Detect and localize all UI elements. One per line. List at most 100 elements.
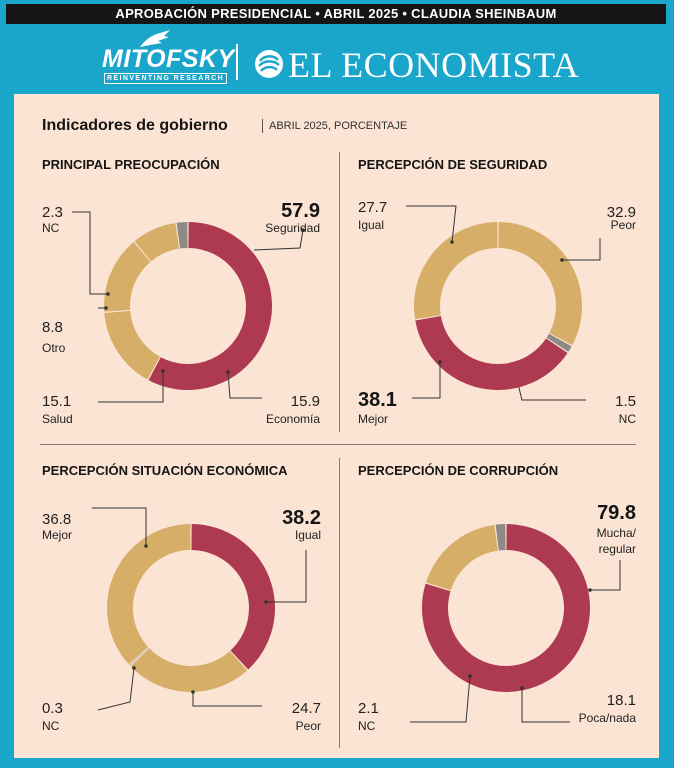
- donut-chart-percepcion-de-corrupcion: 79.8 Mucha/regular 18.1 Poca/nada 2.1 NC: [358, 502, 637, 733]
- page-subtitle: ABRIL 2025, PORCENTAJE: [269, 120, 408, 132]
- el-economista-mark-icon: [255, 50, 283, 78]
- callout-dot-nc: [468, 674, 472, 678]
- slice-peor: [130, 648, 248, 692]
- category-label-mejor: Mejor: [358, 412, 388, 426]
- chart-title-percepcion-seguridad: PERCEPCIÓN DE SEGURIDAD: [358, 157, 548, 172]
- callout-dot-igual: [264, 600, 268, 604]
- title-separator: [262, 119, 263, 133]
- callout-line-peor: [192, 692, 262, 707]
- callout-line-seguridad: [253, 229, 304, 251]
- callout-line-peor: [562, 238, 601, 261]
- value-label-nc: 1.5: [615, 393, 636, 410]
- chart-title-situacion-economica: PERCEPCIÓN SITUACIÓN ECONÓMICA: [42, 463, 288, 478]
- category-label-mucha-regular-line2: regular: [599, 542, 636, 556]
- page-title: Indicadores de gobierno: [42, 117, 228, 134]
- category-label-mucha-regular: Mucha/: [597, 526, 637, 540]
- slice-seguridad: [148, 222, 273, 391]
- category-label-nc: NC: [358, 719, 376, 733]
- slice-igual: [191, 524, 276, 670]
- callout-dot-salud: [161, 369, 165, 373]
- callout-dot-otro: [104, 306, 108, 310]
- value-label-poca-nada: 18.1: [607, 692, 636, 709]
- value-label-nc: 0.3: [42, 700, 63, 717]
- slice-peor: [498, 222, 582, 346]
- callout-dot-mucha-regular: [588, 588, 592, 592]
- value-label-mucha-regular: 79.8: [597, 502, 636, 524]
- callout-line-mucha-regular: [590, 560, 621, 591]
- slice-mucha-regular: [422, 524, 590, 692]
- callout-line-mejor: [92, 507, 147, 546]
- callout-line-nc: [72, 211, 108, 295]
- callout-line-igual: [406, 205, 457, 243]
- value-label-peor: 24.7: [292, 700, 321, 717]
- slice-mejor: [106, 524, 191, 665]
- category-label-salud: Salud: [42, 412, 73, 426]
- value-label-economia: 15.9: [291, 393, 320, 410]
- callout-dot-peor: [560, 258, 564, 262]
- slice-nc: [129, 647, 149, 666]
- category-label-peor: Peor: [611, 218, 636, 232]
- value-label-nc: 2.3: [42, 204, 63, 221]
- callout-dot-peor: [191, 690, 195, 694]
- category-label-economia: Economía: [266, 412, 320, 426]
- logo-divider: [236, 44, 238, 80]
- category-label-nc: NC: [42, 221, 60, 235]
- category-label-nc: NC: [619, 412, 637, 426]
- vertical-divider-bottom: [339, 458, 340, 748]
- value-label-igual: 27.7: [358, 199, 387, 216]
- slice-salud: [104, 242, 151, 312]
- callout-dot-poca-nada: [520, 686, 524, 690]
- callout-line-nc: [410, 675, 471, 723]
- slice-igual: [414, 222, 498, 320]
- value-label-igual: 38.2: [282, 507, 321, 529]
- callout-dot-economia: [226, 370, 230, 374]
- callout-line-igual: [266, 550, 307, 603]
- slice-nc: [176, 222, 188, 249]
- callout-line-poca-nada: [521, 688, 570, 723]
- mitofsky-bird-icon: [140, 30, 170, 47]
- slice-economia: [104, 310, 160, 380]
- chart-title-principal-preocupacion: PRINCIPAL PREOCUPACIÓN: [42, 157, 220, 172]
- callout-dot-nc: [106, 292, 110, 296]
- category-label-peor: Peor: [296, 719, 321, 733]
- slice-otro: [134, 222, 180, 262]
- slice-nc: [546, 333, 572, 352]
- value-label-mejor: 36.8: [42, 511, 71, 528]
- logo-strip: MITOFSKY REINVENTING RESEARCH EL ECONOMI…: [0, 28, 674, 90]
- callout-dot-nc: [132, 666, 136, 670]
- value-label-otro: 8.8: [42, 319, 63, 336]
- callout-dot-igual: [450, 240, 454, 244]
- callout-dot-mejor: [438, 360, 442, 364]
- value-label-salud: 15.1: [42, 393, 71, 410]
- category-label-mejor: Mejor: [42, 528, 72, 542]
- category-label-poca-nada: Poca/nada: [579, 711, 637, 725]
- category-label-otro: Otro: [42, 341, 66, 355]
- value-label-nc: 2.1: [358, 700, 379, 717]
- callout-line-economia: [227, 371, 262, 399]
- horizontal-divider: [40, 444, 636, 445]
- value-label-seguridad: 57.9: [281, 200, 320, 222]
- callout-line-salud: [98, 371, 164, 403]
- category-label-seguridad: Seguridad: [265, 221, 320, 235]
- vertical-divider-top: [339, 152, 340, 432]
- value-label-peor: 32.9: [607, 204, 636, 221]
- mitofsky-logo: MITOFSKY: [102, 45, 235, 73]
- slice-mejor: [415, 316, 568, 390]
- callout-line-mejor: [412, 362, 441, 399]
- callout-dot-seguridad: [301, 228, 305, 232]
- header-banner: APROBACIÓN PRESIDENCIAL • ABRIL 2025 • C…: [6, 4, 666, 24]
- category-label-igual: Igual: [295, 528, 321, 542]
- mitofsky-tagline: REINVENTING RESEARCH: [104, 73, 228, 84]
- chart-title-corrupcion: PERCEPCIÓN DE CORRUPCIÓN: [358, 463, 559, 478]
- el-economista-logo: EL ECONOMISTA: [288, 45, 580, 85]
- callout-line-nc: [97, 667, 135, 711]
- callout-dot-mejor: [144, 544, 148, 548]
- slice-nc: [495, 524, 506, 551]
- category-label-nc: NC: [42, 719, 60, 733]
- category-label-igual: Igual: [358, 218, 384, 232]
- slice-poca-nada: [425, 524, 498, 591]
